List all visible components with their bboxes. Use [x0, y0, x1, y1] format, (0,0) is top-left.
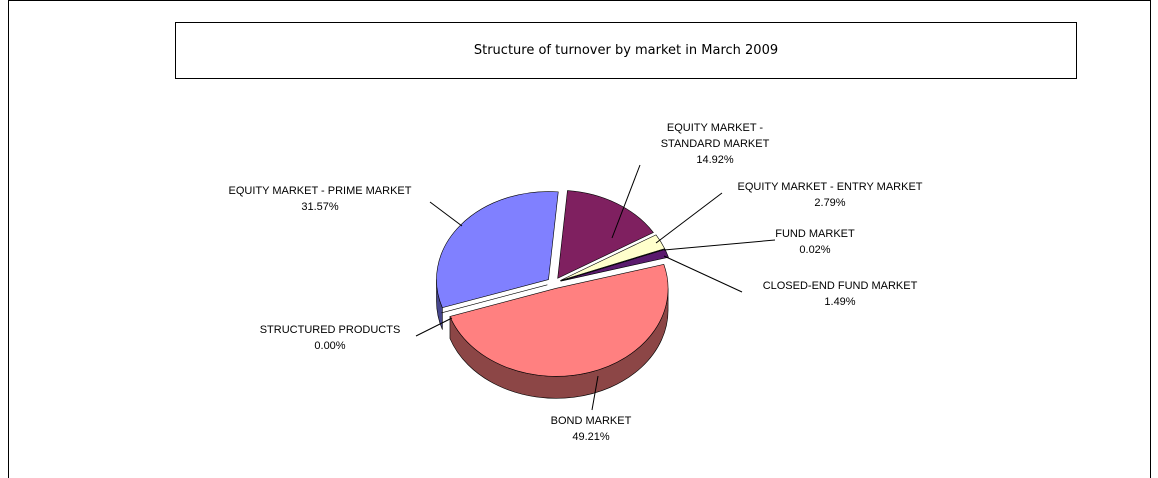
- slice-label: STRUCTURED PRODUCTS 0.00%: [240, 322, 420, 354]
- pie-slice: [449, 264, 669, 377]
- value-label: 49.21%: [572, 431, 610, 443]
- category-name: BOND MARKET: [550, 415, 632, 427]
- pie-slice: [436, 191, 559, 309]
- value-label: 0.02%: [799, 244, 831, 256]
- slice-label: EQUITY MARKET - STANDARD MARKET 14.92%: [640, 120, 790, 168]
- leader-line: [415, 317, 453, 337]
- value-label: 2.79%: [814, 197, 846, 209]
- chart-frame: [8, 0, 1151, 478]
- category-name: FUND MARKET: [775, 228, 855, 240]
- value-label: 14.92%: [696, 154, 734, 166]
- leader-line: [663, 255, 743, 293]
- category-name: EQUITY MARKET - PRIME MARKET: [228, 185, 412, 197]
- leader-line: [429, 201, 463, 227]
- category-name: STRUCTURED PRODUCTS: [259, 324, 401, 336]
- value-label: 31.57%: [301, 201, 339, 213]
- value-label: 0.00%: [314, 340, 346, 352]
- slice-label: EQUITY MARKET - PRIME MARKET 31.57%: [205, 183, 435, 215]
- pie-slice: [557, 190, 654, 279]
- category-name: EQUITY MARKET - STANDARD MARKET: [660, 122, 770, 150]
- leader-line: [611, 164, 641, 239]
- slice-label: EQUITY MARKET - ENTRY MARKET 2.79%: [700, 179, 960, 211]
- leader-line: [655, 192, 723, 244]
- leader-line: [663, 239, 776, 251]
- slice-tops: [436, 190, 669, 377]
- leader-line: [591, 375, 599, 411]
- slice-label: FUND MARKET 0.02%: [760, 226, 870, 258]
- category-name: EQUITY MARKET - ENTRY MARKET: [737, 181, 923, 193]
- chart-title: Structure of turnover by market in March…: [175, 22, 1077, 79]
- value-label: 1.49%: [824, 296, 856, 308]
- pie-slice: [560, 234, 666, 281]
- slice-label: BOND MARKET 49.21%: [540, 413, 642, 445]
- slice-label: CLOSED-END FUND MARKET 1.49%: [740, 278, 940, 310]
- category-name: CLOSED-END FUND MARKET: [762, 280, 918, 292]
